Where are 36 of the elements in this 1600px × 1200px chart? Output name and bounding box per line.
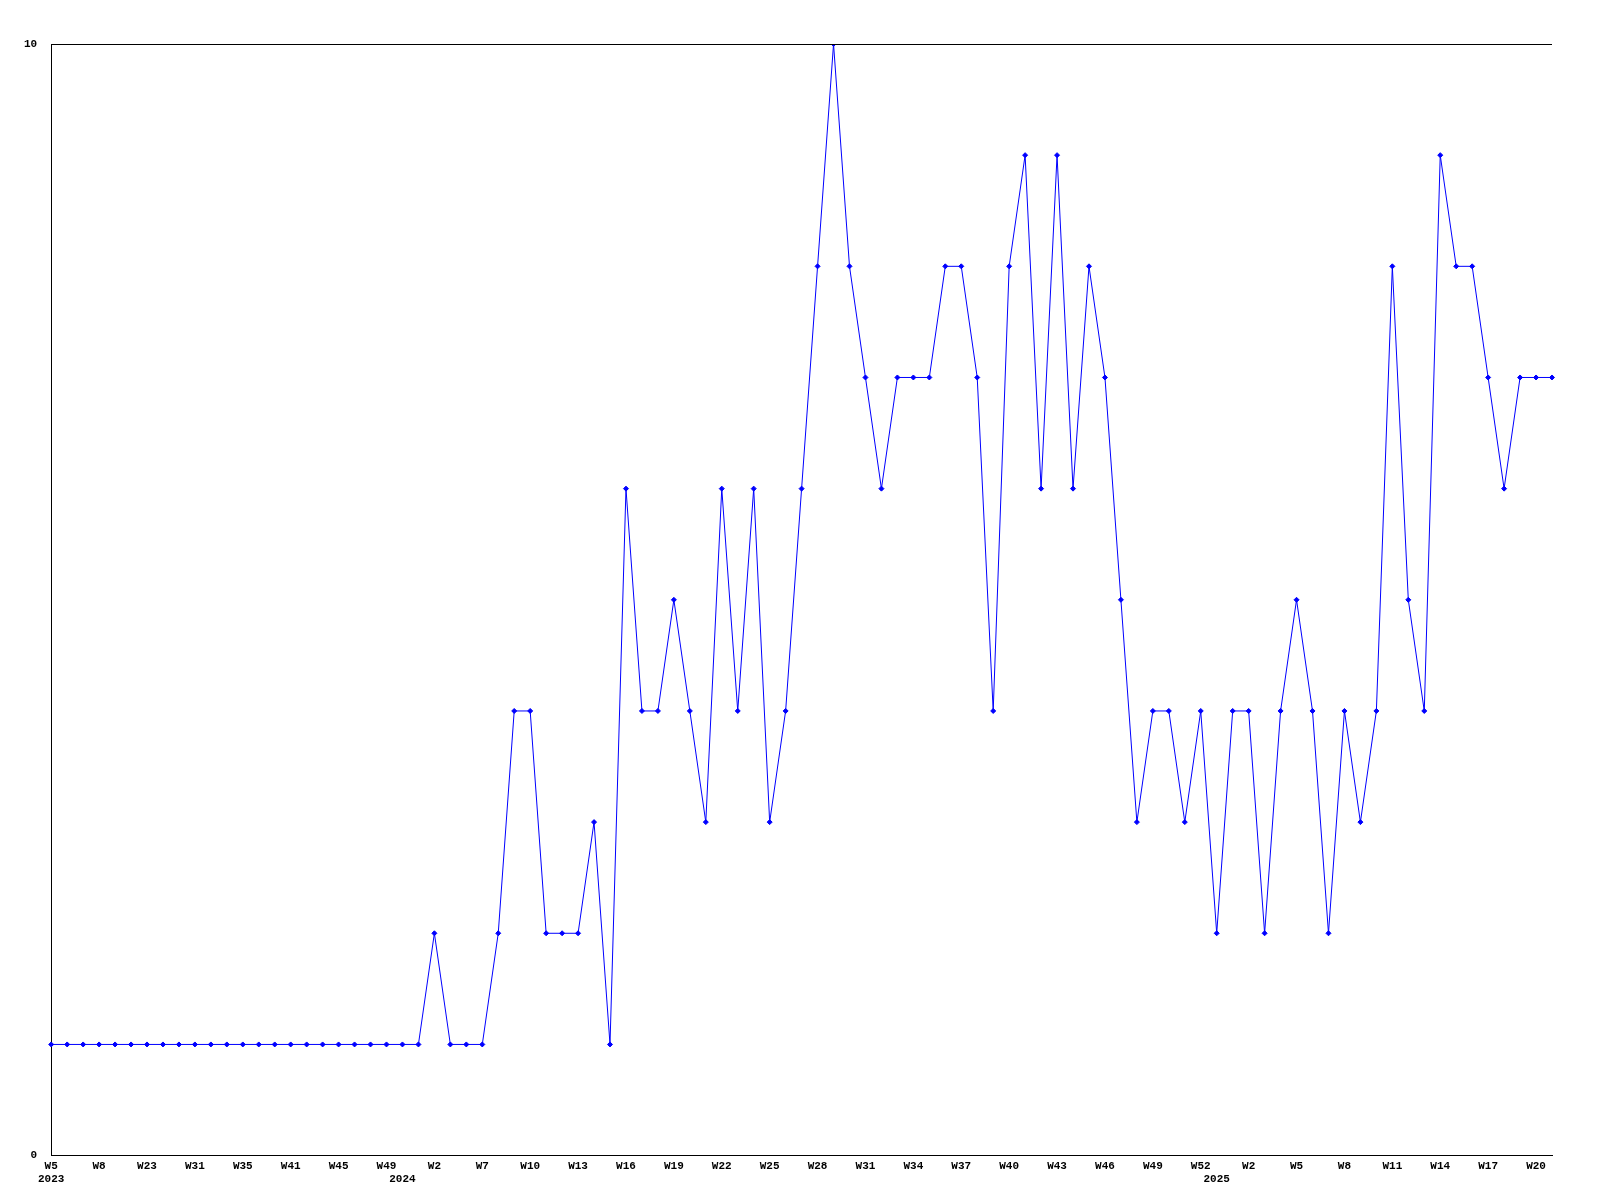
y-tick-label: 10	[24, 37, 38, 50]
x-tick-label: W13	[568, 1159, 589, 1172]
x-tick-label: W7	[475, 1159, 489, 1172]
x-tick-label: W5	[1289, 1159, 1304, 1172]
x-tick-label: W8	[92, 1159, 107, 1172]
x-tick-label: W19	[663, 1159, 684, 1172]
x-tick-label: W20	[1526, 1159, 1546, 1172]
x-tick-label: W45	[328, 1159, 349, 1172]
x-tick-label: W10	[520, 1159, 541, 1172]
x-tick-label: W46	[1095, 1159, 1115, 1172]
x-tick-label: W43	[1047, 1159, 1068, 1172]
x-tick-label: W22	[711, 1159, 732, 1172]
x-tick-label: W23	[137, 1159, 158, 1172]
x-tick-label: W34	[903, 1159, 924, 1172]
x-tick-label: W16	[616, 1159, 636, 1172]
x-tick-label: W31	[184, 1159, 206, 1172]
x-tick-label: W35	[232, 1159, 254, 1172]
x-tick-label: W49	[1142, 1159, 1163, 1172]
x-tick-label: W28	[807, 1159, 828, 1172]
x-tick-label: W37	[951, 1159, 972, 1172]
x-tick-label: W52	[1190, 1159, 1211, 1172]
x-tick-label: W2	[1242, 1159, 1256, 1172]
x-tick-label: W11	[1382, 1159, 1403, 1172]
x-tick-label: W2	[427, 1159, 441, 1172]
x-tick-label: 2024	[389, 1173, 417, 1186]
y-tick-label: 0	[30, 1149, 38, 1162]
x-tick-label: W25	[759, 1159, 780, 1172]
x-tick-label: W41	[280, 1159, 301, 1172]
x-tick-label: W14	[1430, 1159, 1451, 1172]
x-tick-label: W40	[999, 1159, 1020, 1172]
x-tick-label: W8	[1337, 1159, 1352, 1172]
x-tick-label: W49	[376, 1159, 397, 1172]
x-tick-label: W17	[1478, 1159, 1499, 1172]
x-tick-label: 2025	[1203, 1173, 1231, 1186]
x-tick-label: W5 2023	[38, 1159, 65, 1186]
x-tick-label: W31	[855, 1159, 876, 1172]
